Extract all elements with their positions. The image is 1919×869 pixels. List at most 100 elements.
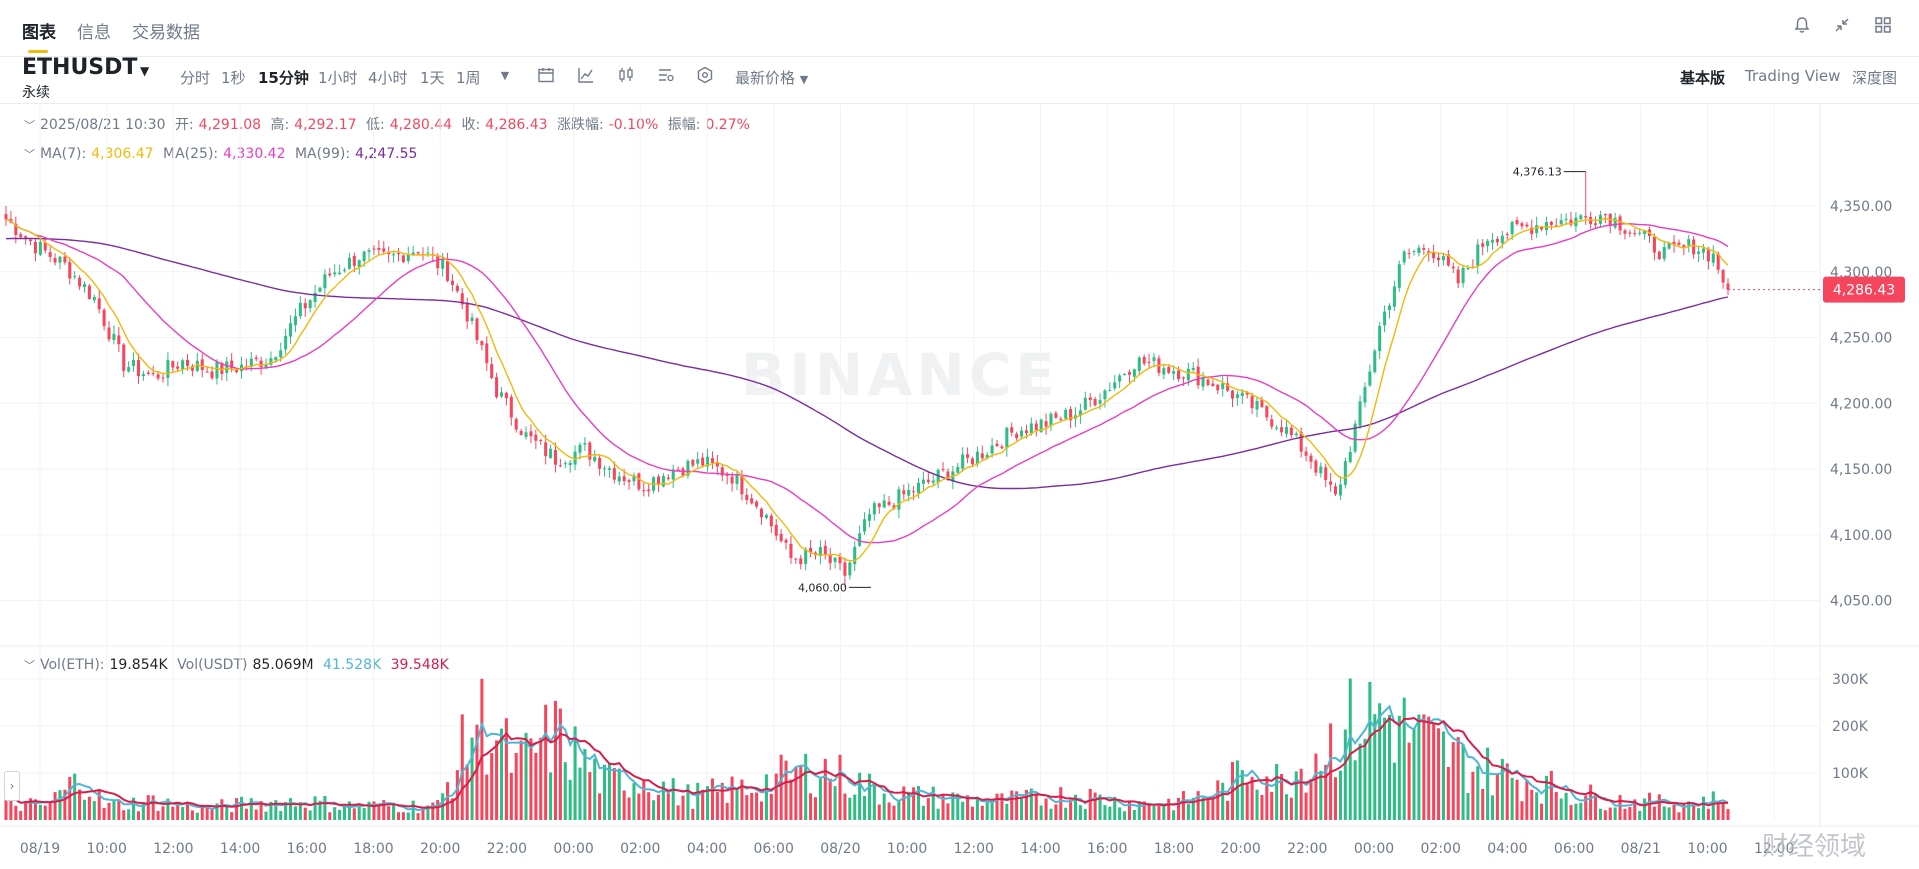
candle-body	[799, 558, 803, 565]
indicator-icon[interactable]	[576, 66, 596, 86]
volume-bar	[951, 792, 955, 820]
volume-bar	[813, 797, 818, 820]
volume-bar	[549, 772, 553, 820]
view-depth[interactable]: 深度图	[1852, 69, 1898, 87]
grid-layout-icon[interactable]	[1872, 16, 1894, 38]
candle-body	[87, 285, 91, 299]
chevron-down-icon[interactable]: ﹀	[24, 119, 35, 132]
volume-bar	[735, 789, 739, 820]
chevron-down-icon[interactable]: ﹀	[24, 148, 35, 161]
volume-bar	[1687, 801, 1691, 820]
ma7-label: MA(7):	[40, 146, 87, 162]
time-tick-label: 20:00	[420, 841, 460, 857]
interval-1h[interactable]: 1小时	[318, 69, 358, 87]
moving-averages: 4,376.13 4,060.00	[5, 166, 1729, 594]
candle	[652, 476, 656, 494]
volume-bar	[239, 796, 244, 820]
time-tick-label: 14:00	[220, 841, 260, 857]
time-tick-label: 06:00	[754, 841, 794, 857]
candle	[342, 267, 347, 273]
candle-body	[622, 476, 626, 482]
candle	[642, 482, 646, 497]
volume-bar	[499, 728, 504, 820]
volume-bar	[1466, 793, 1470, 820]
candle-type-icon[interactable]	[616, 66, 636, 86]
volume-bar	[333, 807, 337, 820]
candle	[833, 556, 837, 569]
volume-bar	[156, 810, 160, 820]
interval-1w[interactable]: 1周	[456, 69, 481, 87]
volume-bar	[4, 796, 8, 820]
symbol-name[interactable]: ETHUSDT	[22, 55, 138, 80]
candle-body	[941, 469, 945, 471]
interval-1s[interactable]: 1秒	[221, 69, 246, 87]
view-tradingview[interactable]: Trading View	[1745, 67, 1841, 85]
volume-bar	[1147, 805, 1151, 820]
volume-bar	[647, 792, 651, 820]
interval-timeline[interactable]: 分时	[180, 69, 211, 87]
candle	[1711, 245, 1715, 267]
volume-bar	[1167, 798, 1171, 820]
candle-body	[1167, 367, 1171, 373]
volume-bar	[225, 806, 229, 820]
tab-trading-data[interactable]: 交易数据	[132, 23, 200, 43]
price-type-select[interactable]: 最新价格 ▼	[735, 67, 808, 88]
volume-bar	[509, 772, 513, 820]
bell-icon[interactable]	[1791, 16, 1813, 38]
volume-bar	[578, 767, 582, 820]
candle	[1103, 388, 1107, 408]
candle-body	[1706, 248, 1710, 262]
chevron-down-icon[interactable]: ﹀	[24, 659, 35, 672]
volume-bar	[357, 804, 361, 820]
volume-bar	[1647, 792, 1652, 820]
interval-1d[interactable]: 1天	[420, 69, 445, 87]
candle-body	[210, 371, 214, 379]
candle	[1127, 369, 1131, 383]
candle-body	[1623, 230, 1627, 234]
volume-bar	[1721, 802, 1725, 820]
volume-bar	[1628, 807, 1632, 820]
candle-body	[181, 360, 185, 370]
chevron-down-icon[interactable]: ▼	[140, 64, 150, 78]
interval-4h[interactable]: 4小时	[368, 69, 408, 87]
tab-info[interactable]: 信息	[77, 23, 111, 43]
candle-body	[1481, 243, 1485, 247]
settings-list-icon[interactable]	[656, 66, 676, 86]
candle-body	[519, 431, 523, 435]
volume-bar	[1211, 798, 1215, 820]
candle	[956, 463, 960, 474]
tab-chart[interactable]: 图表	[22, 23, 56, 43]
candle-body	[470, 317, 474, 321]
volume-bar	[1093, 792, 1097, 820]
candle-body	[1054, 413, 1058, 418]
calendar-icon[interactable]	[536, 66, 556, 86]
more-intervals-icon[interactable]: ▼	[500, 69, 510, 82]
candle-body	[1378, 325, 1382, 352]
candle-body	[1353, 423, 1357, 452]
volume-bar	[1064, 807, 1068, 820]
candle-body	[1088, 397, 1092, 401]
candle	[1422, 244, 1426, 255]
volume-bar	[750, 792, 754, 820]
candle-body	[725, 474, 729, 477]
collapse-icon[interactable]	[1831, 16, 1853, 38]
chevron-right-icon[interactable]: ›	[4, 771, 20, 801]
ma25-line	[5, 218, 1729, 544]
hexagon-settings-icon[interactable]	[695, 66, 715, 86]
volume-bar	[1697, 808, 1701, 820]
candle	[696, 451, 700, 469]
candle-body	[902, 490, 906, 495]
volume-bar	[1196, 791, 1200, 820]
interval-15m[interactable]: 15分钟	[258, 69, 309, 87]
candle-body	[1594, 223, 1598, 225]
candle	[627, 478, 631, 490]
candle	[514, 417, 518, 433]
candle	[446, 252, 450, 283]
view-basic[interactable]: 基本版	[1680, 69, 1726, 87]
volume-bar	[941, 795, 945, 820]
ma99-label: MA(99):	[294, 146, 351, 162]
candle-body	[313, 292, 317, 303]
volume-bar	[568, 779, 572, 820]
candle-body	[1441, 256, 1445, 261]
